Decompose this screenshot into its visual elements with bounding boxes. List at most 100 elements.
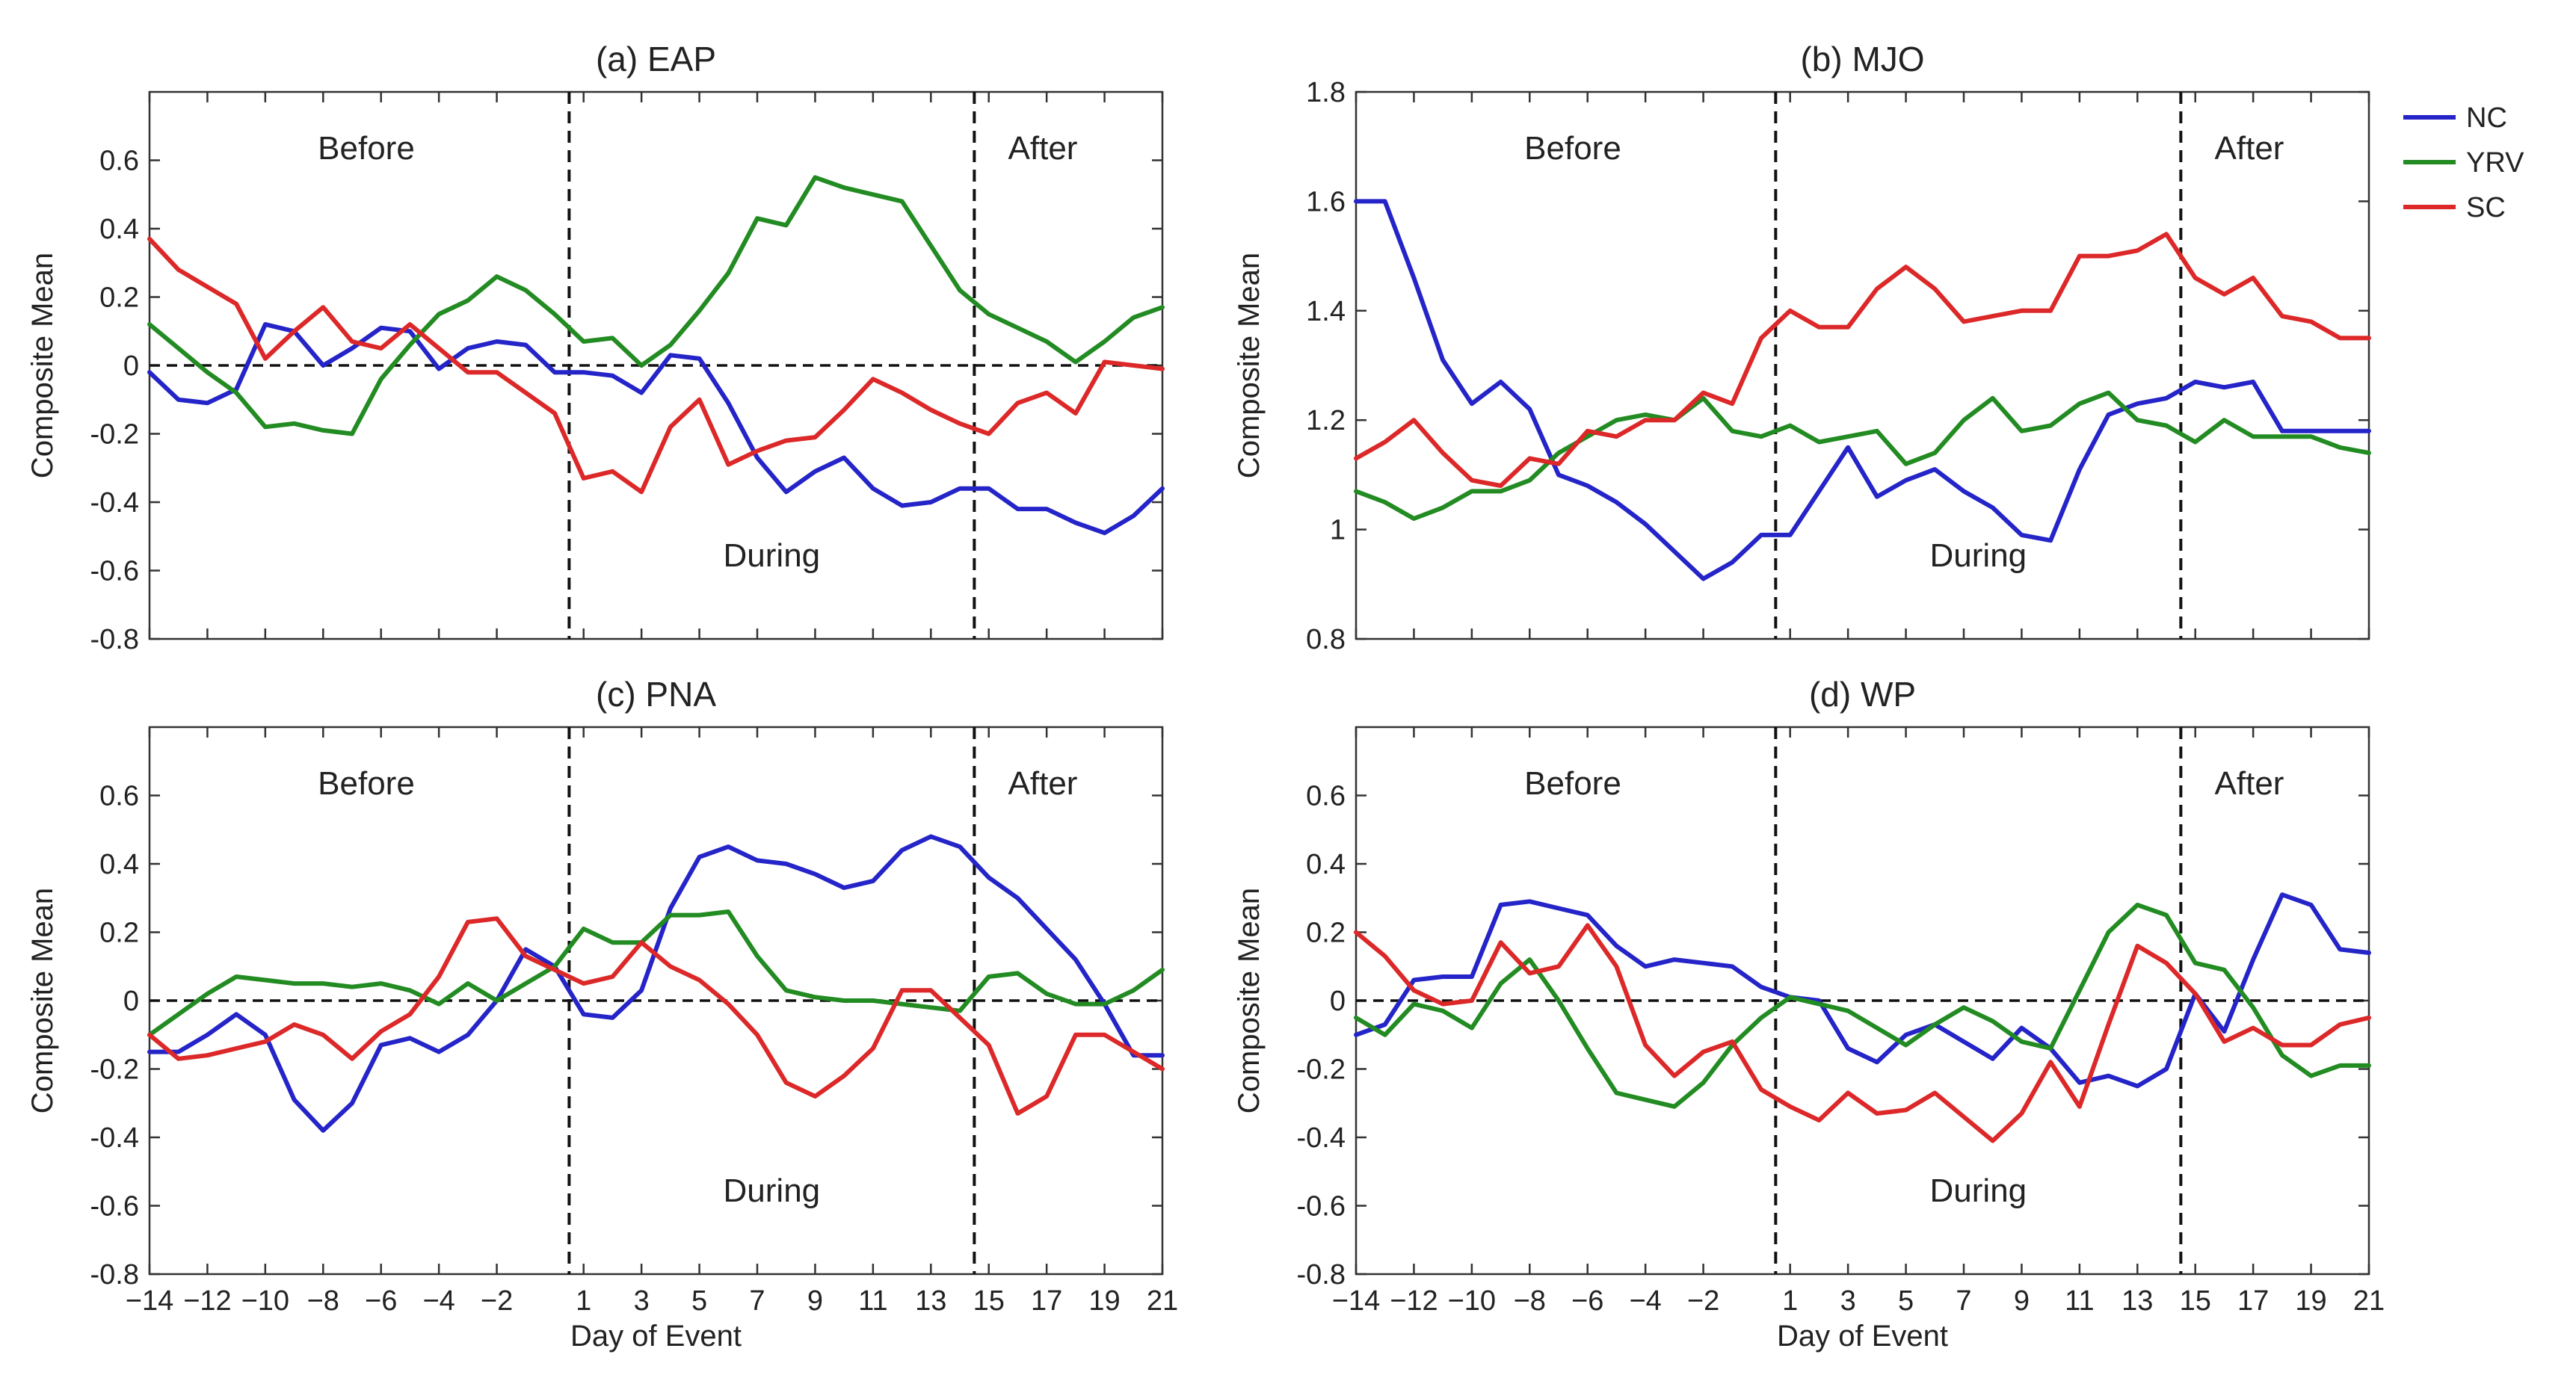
y-tick-label: 0.4 xyxy=(99,214,139,245)
x-tick-label: 7 xyxy=(749,1285,765,1317)
x-tick-label: −4 xyxy=(1629,1285,1661,1317)
y-tick-label: -0.2 xyxy=(90,419,139,451)
x-tick-label: −6 xyxy=(1571,1285,1603,1317)
y-tick-label: 1.2 xyxy=(1306,405,1346,436)
y-tick-label: 1.6 xyxy=(1306,186,1346,217)
x-tick-label: 9 xyxy=(807,1285,823,1317)
series-line-nc xyxy=(1354,199,2371,581)
plot-frame xyxy=(1355,90,2370,640)
x-tick-label: 13 xyxy=(915,1285,946,1317)
y-tick-label: 0.2 xyxy=(99,918,139,949)
y-tick-label: 0.6 xyxy=(1306,781,1346,812)
x-tick-label: 1 xyxy=(1782,1285,1798,1317)
x-tick-label: 9 xyxy=(2014,1285,2030,1317)
panel-title: (c) PNA xyxy=(596,675,716,714)
y-tick-label: -0.4 xyxy=(90,1122,139,1154)
y-axis-label: Composite Mean xyxy=(26,253,59,478)
region-label-before: Before xyxy=(318,130,415,167)
series-line-nc xyxy=(147,834,1165,1133)
y-tick-label: -0.4 xyxy=(1297,1122,1346,1154)
chart-panel-2: (b) MJO 0.8 1 1.2 1.4 1.6 1.8 Composite Mean Bef… xyxy=(1233,40,2371,655)
region-label-after: After xyxy=(1008,765,1078,802)
x-tick-label: 15 xyxy=(973,1285,1005,1317)
series-line-sc xyxy=(147,916,1165,1116)
x-tick-label: 13 xyxy=(2121,1285,2153,1317)
chart-panel-1: (a) EAP -0.8 -0.6 -0.4 -0.2 0 0.2 0.4 0.6 Composi… xyxy=(26,40,1165,655)
y-tick-label: 0.6 xyxy=(99,781,139,812)
y-tick-label: 1 xyxy=(1330,515,1346,546)
series-line-sc xyxy=(1354,232,2371,488)
y-tick-label: 0.8 xyxy=(1306,624,1346,655)
y-tick-label: -0.8 xyxy=(1297,1259,1346,1291)
x-tick-label: 19 xyxy=(1088,1285,1120,1317)
y-tick-label: -0.6 xyxy=(90,1191,139,1223)
x-tick-label: 5 xyxy=(691,1285,707,1317)
y-tick-label: -0.2 xyxy=(90,1054,139,1086)
panel-title: (b) MJO xyxy=(1800,40,1924,78)
x-tick-label: −4 xyxy=(422,1285,455,1317)
region-label-after: After xyxy=(2215,130,2284,167)
x-tick-label: −12 xyxy=(1390,1285,1438,1317)
region-label-before: Before xyxy=(1524,130,1621,167)
x-tick-label: 5 xyxy=(1898,1285,1914,1317)
x-tick-label: 3 xyxy=(634,1285,650,1317)
series-line-yrv xyxy=(1354,390,2371,521)
y-tick-label: 0.4 xyxy=(99,849,139,880)
region-label-during: During xyxy=(1930,1172,2027,1209)
series-line-yrv xyxy=(1354,902,2371,1109)
y-tick-label: -0.6 xyxy=(90,556,139,587)
x-axis-label: Day of Event xyxy=(570,1320,742,1353)
x-tick-label: −8 xyxy=(307,1285,339,1317)
panels: (a) EAP -0.8 -0.6 -0.4 -0.2 0 0.2 0.4 0.6 Composi… xyxy=(26,40,2385,1353)
legend-label-yrv: YRV xyxy=(2466,147,2524,179)
region-label-during: During xyxy=(724,1172,821,1209)
y-tick-label: 1.4 xyxy=(1306,296,1346,327)
chart-panel-4: (d) WP -0.8 -0.6 -0.4 -0.2 0 0.2 0.4 0.6 −14 −12 −1… xyxy=(1233,675,2385,1353)
y-tick-label: 1.8 xyxy=(1306,77,1346,108)
x-tick-label: 11 xyxy=(858,1285,887,1317)
legend: NC YRV SC xyxy=(2403,102,2524,223)
series-line-nc xyxy=(147,322,1165,536)
region-label-before: Before xyxy=(1524,765,1621,802)
x-tick-label: 11 xyxy=(2065,1285,2094,1317)
legend-label-sc: SC xyxy=(2466,192,2506,223)
region-label-after: After xyxy=(2215,765,2284,802)
y-tick-label: -0.4 xyxy=(90,487,139,519)
y-tick-label: 0.2 xyxy=(1306,918,1346,949)
x-tick-label: 21 xyxy=(2353,1285,2385,1317)
y-tick-label: 0 xyxy=(1330,986,1346,1017)
x-tick-label: −2 xyxy=(481,1285,513,1317)
x-tick-label: 19 xyxy=(2295,1285,2326,1317)
x-tick-label: 15 xyxy=(2180,1285,2211,1317)
x-tick-label: 17 xyxy=(1031,1285,1062,1317)
y-tick-label: 0 xyxy=(123,350,139,382)
region-label-before: Before xyxy=(318,765,415,802)
series-line-sc xyxy=(1354,923,2371,1143)
y-axis-label: Composite Mean xyxy=(1233,253,1266,478)
series-line-yrv xyxy=(147,175,1165,436)
y-tick-label: 0.2 xyxy=(99,282,139,314)
y-tick-label: 0.4 xyxy=(1306,849,1346,880)
x-tick-label: 1 xyxy=(576,1285,591,1317)
x-tick-label: −14 xyxy=(126,1285,173,1317)
legend-label-nc: NC xyxy=(2466,102,2507,134)
y-tick-label: 0 xyxy=(123,986,139,1017)
x-tick-label: −12 xyxy=(183,1285,231,1317)
region-label-during: During xyxy=(724,537,821,574)
y-axis-label: Composite Mean xyxy=(1233,888,1266,1113)
series-line-sc xyxy=(147,236,1165,495)
x-tick-label: 3 xyxy=(1840,1285,1856,1317)
x-tick-label: −6 xyxy=(365,1285,397,1317)
region-label-after: After xyxy=(1008,130,1078,167)
x-tick-label: −14 xyxy=(1332,1285,1380,1317)
y-tick-label: -0.8 xyxy=(90,624,139,655)
y-tick-label: -0.6 xyxy=(1297,1191,1346,1223)
y-tick-label: -0.2 xyxy=(1297,1054,1346,1086)
chart-panel-3: (c) PNA-0.8-0.6-0.4-0.200.20.40.6−14 −12−… xyxy=(26,675,1178,1353)
panel-title: (a) EAP xyxy=(596,40,716,78)
series-line-yrv xyxy=(147,909,1165,1037)
x-axis-label: Day of Event xyxy=(1777,1320,1948,1353)
x-tick-label: −10 xyxy=(241,1285,289,1317)
region-label-during: During xyxy=(1930,537,2027,574)
